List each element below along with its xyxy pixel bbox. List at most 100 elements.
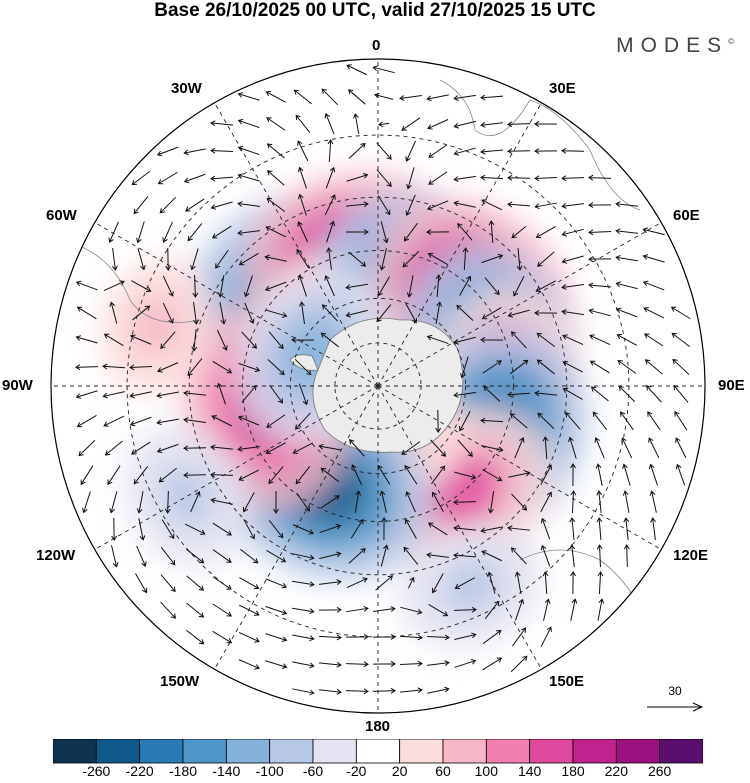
- wind-vector: [507, 174, 531, 181]
- wind-vector: [480, 417, 504, 424]
- wind-vector: [428, 144, 448, 158]
- colorbar-bin-1: [95, 739, 141, 764]
- wind-vector: [241, 384, 257, 403]
- wind-vector: [570, 463, 576, 487]
- wind-vector: [540, 464, 552, 485]
- wind-vector: [345, 688, 369, 695]
- wind-vector: [427, 119, 449, 130]
- meridian-60: [377, 222, 662, 387]
- wind-vector: [453, 525, 476, 532]
- wind-vector: [595, 463, 603, 486]
- wind-vector: [507, 525, 530, 532]
- colorbar-tick-12: 220: [604, 763, 628, 779]
- wind-vector: [157, 171, 178, 185]
- wind-vector: [399, 634, 423, 641]
- wind-vector: [561, 255, 584, 264]
- wind-vector: [212, 549, 232, 563]
- wind-vector: [238, 362, 261, 373]
- wind-vector: [453, 175, 476, 182]
- wind-vector: [543, 598, 551, 621]
- lon-label-150e: 150E: [549, 673, 585, 690]
- wind-vector: [623, 544, 630, 568]
- wind-vector: [183, 173, 206, 184]
- wind-vector: [265, 605, 288, 616]
- wind-vector: [297, 166, 307, 189]
- wind-vector: [372, 687, 396, 694]
- wind-vector: [480, 526, 503, 534]
- colorbar: [53, 739, 703, 764]
- wind-vector: [514, 571, 522, 594]
- wind-vector: [562, 334, 584, 346]
- lon-label-120w: 120W: [36, 547, 76, 564]
- wind-vector: [243, 519, 256, 540]
- wind-vector: [210, 497, 233, 505]
- wind-vector: [405, 303, 418, 324]
- wind-vector: [133, 196, 149, 215]
- meridian-240: [94, 385, 379, 550]
- colorbar-bin-8: [399, 739, 444, 764]
- wind-vector: [534, 309, 558, 316]
- wind-vector: [319, 661, 342, 668]
- wind-vector: [431, 491, 444, 512]
- wind-vector: [373, 606, 396, 613]
- colorbar-tick-10: 140: [517, 763, 542, 779]
- wind-vector: [534, 175, 558, 182]
- wind-vector: [186, 548, 205, 564]
- wind-vector: [482, 629, 502, 644]
- wind-vector: [481, 199, 503, 211]
- wind-vector: [407, 576, 415, 589]
- wind-vector: [162, 275, 174, 297]
- wind-vector: [321, 88, 339, 106]
- wind-vector: [346, 201, 369, 208]
- wind-vector: [670, 306, 691, 320]
- wind-vector: [265, 633, 288, 642]
- wind-vector: [320, 495, 340, 509]
- wind-vector: [372, 661, 396, 667]
- wind-vector: [568, 436, 577, 459]
- wind-vector: [242, 492, 255, 513]
- anomaly-center-13-layer-2: [160, 466, 214, 527]
- wind-vector: [401, 117, 421, 131]
- wind-vector: [534, 390, 557, 397]
- wind-vector: [400, 687, 423, 694]
- parallel--75: [334, 342, 422, 430]
- wind-vector: [537, 251, 555, 267]
- wind-vector: [514, 598, 525, 621]
- reference-vector-arrow: [647, 702, 704, 712]
- wind-vector: [216, 382, 227, 405]
- wind-vector: [618, 385, 636, 403]
- wind-vector: [404, 518, 417, 539]
- wind-vector: [588, 308, 611, 317]
- wind-vector: [319, 579, 342, 585]
- colorbar-tick-11: 180: [561, 763, 585, 779]
- wind-vector: [623, 517, 630, 540]
- wind-vector: [377, 195, 391, 216]
- wind-vector: [457, 222, 473, 241]
- wind-vector: [534, 148, 558, 155]
- wind-vector: [346, 605, 369, 613]
- wind-vector: [266, 117, 286, 131]
- colorbar-tick-0: -260: [82, 763, 111, 779]
- wind-vector: [268, 466, 284, 485]
- colorbar-bin-9: [442, 739, 487, 764]
- lon-label-180: 180: [365, 718, 391, 735]
- wind-vector: [570, 490, 577, 514]
- wind-vector: [183, 417, 206, 423]
- map-boundary: [50, 58, 706, 714]
- wind-vector: [615, 281, 638, 290]
- wind-vector: [268, 520, 284, 539]
- wind-vector: [405, 140, 417, 162]
- wind-vector: [237, 415, 260, 426]
- wind-vector: [512, 627, 527, 647]
- wind-vector: [615, 254, 638, 262]
- wind-vector: [104, 440, 123, 456]
- wind-vector: [324, 194, 336, 216]
- lon-label-60w: 60W: [46, 207, 77, 224]
- wind-vector: [265, 226, 287, 238]
- wind-vector: [510, 547, 527, 565]
- wind-vector: [164, 490, 171, 514]
- wind-vector: [570, 571, 577, 595]
- wind-vector: [160, 601, 177, 619]
- wind-vector: [459, 275, 472, 296]
- wind-vector: [507, 309, 530, 318]
